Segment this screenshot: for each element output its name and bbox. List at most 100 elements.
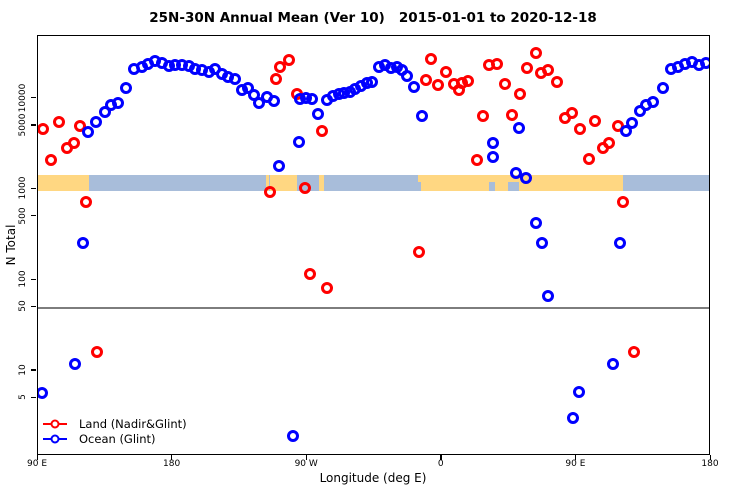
data-point [263, 185, 276, 198]
legend-label: Ocean (Glint) [79, 431, 156, 446]
data-point [272, 160, 285, 173]
x-axis-tick [36, 455, 38, 460]
y-axis-tick [31, 124, 36, 126]
band-land-segment [417, 174, 623, 191]
x-axis-tick [171, 455, 173, 460]
data-point [440, 65, 453, 78]
data-point [38, 122, 50, 135]
band-ocean-segment [323, 174, 418, 191]
data-point [476, 109, 489, 122]
legend-symbol [43, 433, 67, 445]
data-point [52, 115, 65, 128]
data-point [269, 72, 282, 85]
data-point [400, 69, 413, 82]
legend-entry: Ocean (Glint) [43, 431, 187, 446]
data-point [76, 236, 89, 249]
data-point [112, 96, 124, 109]
data-point [292, 135, 305, 148]
data-point [69, 357, 82, 370]
x-axis-tick [574, 455, 577, 460]
data-point [461, 75, 474, 88]
data-point [541, 289, 554, 302]
band-land-segment [319, 174, 324, 191]
data-point [305, 92, 318, 105]
data-point [304, 267, 317, 280]
x-axis-tick-label: 180 [701, 459, 719, 469]
y-axis-tick [31, 278, 36, 280]
data-point [311, 107, 324, 120]
data-point [274, 60, 287, 73]
x-axis-tick [440, 455, 442, 460]
plot-area: Land (Nadir&Glint) Ocean (Glint) [37, 35, 710, 455]
data-point [487, 136, 500, 149]
reference-line-50 [38, 307, 709, 309]
scatter-points-layer [38, 36, 709, 454]
data-point [509, 167, 522, 180]
data-point [607, 357, 620, 370]
y-axis-tick-label: 5000 [18, 113, 28, 137]
data-point [316, 125, 329, 138]
y-axis-tick [31, 305, 36, 308]
data-point [506, 108, 519, 121]
data-point [120, 81, 133, 94]
y-axis-tick-label: 5 [18, 394, 28, 400]
data-point [90, 115, 103, 128]
y-axis-tick-label: 10 [18, 364, 28, 376]
data-point [298, 181, 311, 194]
x-axis-tick-label: 90 W [294, 459, 318, 469]
data-point [512, 121, 525, 134]
data-point [413, 245, 426, 258]
band-land-segment [38, 174, 89, 191]
data-point [432, 78, 445, 91]
data-point [44, 153, 57, 166]
data-point [320, 281, 333, 294]
band-ocean-overlay [508, 181, 519, 191]
data-point [625, 116, 638, 129]
data-point [541, 63, 554, 76]
y-axis-tick-label: 1000 [18, 176, 28, 200]
x-axis-tick-label: 90 E [27, 459, 47, 469]
data-point [521, 61, 534, 74]
data-point [616, 195, 629, 208]
chart-title: 25N-30N Annual Mean (Ver 10) 2015-01-01 … [149, 10, 597, 26]
data-point [268, 94, 281, 107]
data-point [520, 171, 533, 184]
legend-open-circle-icon [50, 434, 60, 443]
data-point [91, 346, 104, 359]
data-point [613, 236, 626, 249]
data-point [283, 53, 296, 66]
legend-label: Land (Nadir&Glint) [79, 416, 187, 431]
y-axis-tick-label: 50 [18, 300, 28, 313]
legend-symbol [43, 418, 67, 430]
data-point [619, 125, 632, 138]
y-axis-tick [31, 369, 36, 371]
y-axis-tick [31, 187, 36, 190]
data-point [583, 152, 596, 165]
data-point [38, 386, 48, 399]
y-axis-tick [31, 396, 36, 398]
data-point [79, 195, 92, 208]
data-point [487, 150, 500, 163]
data-point [574, 122, 587, 135]
data-point [67, 136, 80, 149]
data-point [420, 73, 433, 86]
x-axis-tick [305, 455, 307, 460]
data-point [286, 430, 299, 443]
legend-open-circle-icon [50, 419, 60, 428]
y-axis-tick [31, 97, 36, 99]
data-point [536, 236, 548, 249]
data-point [470, 154, 483, 167]
data-point [530, 216, 543, 229]
data-point [565, 107, 578, 120]
y-axis-title: N Total [4, 224, 18, 266]
y-axis-tick-label: 500 [18, 207, 28, 225]
y-axis-tick-label: 10000 [18, 83, 28, 112]
data-point [530, 47, 543, 60]
data-point [491, 57, 504, 70]
x-axis-tick [709, 455, 711, 460]
x-axis-title: Longitude (deg E) [319, 471, 427, 485]
band-ocean-overlay [268, 174, 270, 191]
data-point [646, 95, 659, 108]
band-ocean-overlay [417, 181, 421, 191]
